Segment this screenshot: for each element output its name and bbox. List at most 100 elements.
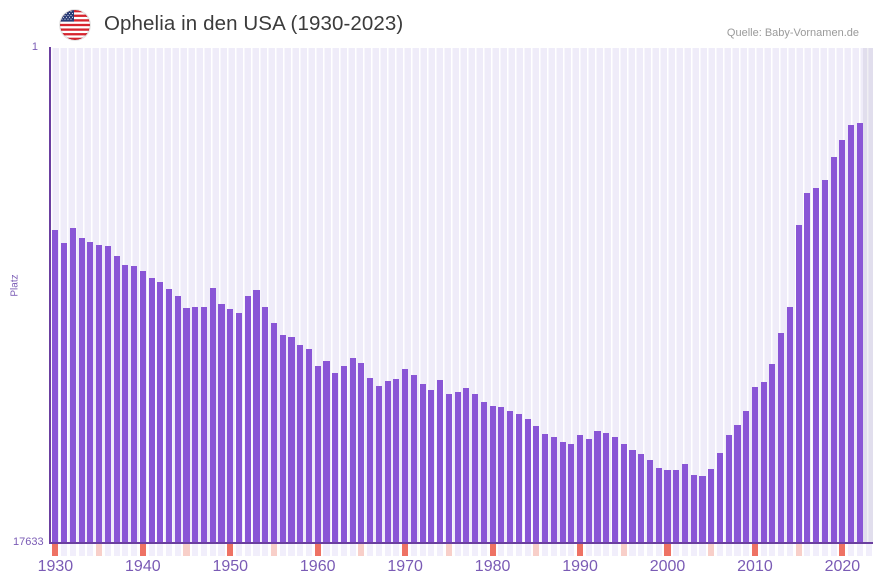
bar[interactable] <box>349 358 356 543</box>
bar[interactable] <box>760 382 767 543</box>
bar[interactable] <box>716 452 724 543</box>
bar[interactable] <box>620 444 627 543</box>
x-tick-cell <box>542 544 549 556</box>
bar[interactable] <box>52 229 59 543</box>
bar[interactable] <box>472 393 479 543</box>
bar[interactable] <box>367 377 374 543</box>
bar[interactable] <box>611 436 619 543</box>
bar[interactable] <box>332 373 339 543</box>
bar[interactable] <box>489 406 496 543</box>
bar[interactable] <box>638 454 645 543</box>
bar[interactable] <box>305 349 313 543</box>
x-tick-major <box>139 544 146 556</box>
bar[interactable] <box>410 375 417 543</box>
bar[interactable] <box>664 469 671 543</box>
x-tick-major <box>52 544 59 556</box>
bar[interactable] <box>402 369 409 543</box>
bar[interactable] <box>848 125 855 543</box>
bar[interactable] <box>165 289 173 543</box>
bar[interactable] <box>708 469 715 543</box>
x-tick-cell <box>638 544 645 556</box>
bar[interactable] <box>122 264 129 543</box>
bar[interactable] <box>743 411 750 543</box>
bar[interactable] <box>629 450 636 543</box>
bar[interactable] <box>113 256 120 543</box>
bar[interactable] <box>813 188 820 543</box>
bar[interactable] <box>559 442 566 543</box>
bar[interactable] <box>270 323 278 543</box>
bar[interactable] <box>690 475 697 543</box>
bar[interactable] <box>279 334 286 543</box>
bar[interactable] <box>778 332 785 543</box>
bar[interactable] <box>227 308 234 543</box>
bar[interactable] <box>61 243 68 543</box>
bar[interactable] <box>384 381 391 543</box>
bar[interactable] <box>183 307 190 543</box>
bar[interactable] <box>104 246 111 543</box>
bar[interactable] <box>576 434 584 543</box>
bar[interactable] <box>681 464 689 543</box>
bar[interactable] <box>830 157 837 543</box>
bar[interactable] <box>323 360 330 543</box>
x-tick-cell <box>454 544 461 556</box>
bar[interactable] <box>524 418 531 543</box>
bar[interactable] <box>200 307 208 543</box>
bar[interactable] <box>314 365 321 543</box>
bar[interactable] <box>480 402 487 543</box>
bar[interactable] <box>445 394 452 543</box>
bar[interactable] <box>393 378 400 543</box>
bar[interactable] <box>244 295 251 543</box>
bar[interactable] <box>795 225 802 543</box>
bar[interactable] <box>594 431 601 543</box>
bar[interactable] <box>725 435 732 543</box>
bar[interactable] <box>821 180 828 543</box>
bar[interactable] <box>157 282 164 543</box>
bar[interactable] <box>463 387 470 543</box>
bar[interactable] <box>673 470 680 543</box>
bar[interactable] <box>786 306 793 543</box>
bar[interactable] <box>542 433 549 543</box>
bar[interactable] <box>839 139 846 543</box>
bar[interactable] <box>603 433 610 543</box>
bar[interactable] <box>769 363 776 543</box>
bar[interactable] <box>515 413 522 543</box>
bar[interactable] <box>69 228 76 543</box>
bar[interactable] <box>550 437 557 543</box>
bar[interactable] <box>78 238 85 543</box>
bar[interactable] <box>856 123 863 543</box>
bar[interactable] <box>174 295 181 543</box>
bar[interactable] <box>804 192 811 543</box>
bar[interactable] <box>646 459 654 543</box>
bar[interactable] <box>454 391 461 543</box>
bar[interactable] <box>375 385 382 543</box>
bar[interactable] <box>734 425 741 543</box>
bar[interactable] <box>507 411 514 543</box>
bar[interactable] <box>87 242 94 543</box>
bar[interactable] <box>498 407 505 543</box>
bar[interactable] <box>297 345 304 543</box>
bar[interactable] <box>419 383 426 543</box>
bar[interactable] <box>209 288 216 543</box>
bar[interactable] <box>699 476 706 543</box>
bar[interactable] <box>288 337 295 543</box>
bar[interactable] <box>340 365 347 543</box>
bar[interactable] <box>192 307 199 543</box>
x-tick-cell <box>856 544 863 556</box>
bar[interactable] <box>96 244 103 543</box>
bar[interactable] <box>218 303 225 543</box>
bar[interactable] <box>131 265 138 543</box>
bar[interactable] <box>585 438 592 543</box>
bar[interactable] <box>437 380 444 543</box>
bar[interactable] <box>533 426 540 543</box>
bar[interactable] <box>235 313 243 543</box>
bar[interactable] <box>139 270 146 543</box>
bar[interactable] <box>751 387 758 543</box>
bar[interactable] <box>655 468 662 543</box>
bar[interactable] <box>358 363 365 543</box>
bar[interactable] <box>148 277 155 543</box>
bar[interactable] <box>568 443 575 543</box>
bar[interactable] <box>428 389 435 543</box>
bar[interactable] <box>262 306 269 543</box>
bar[interactable] <box>253 289 260 543</box>
